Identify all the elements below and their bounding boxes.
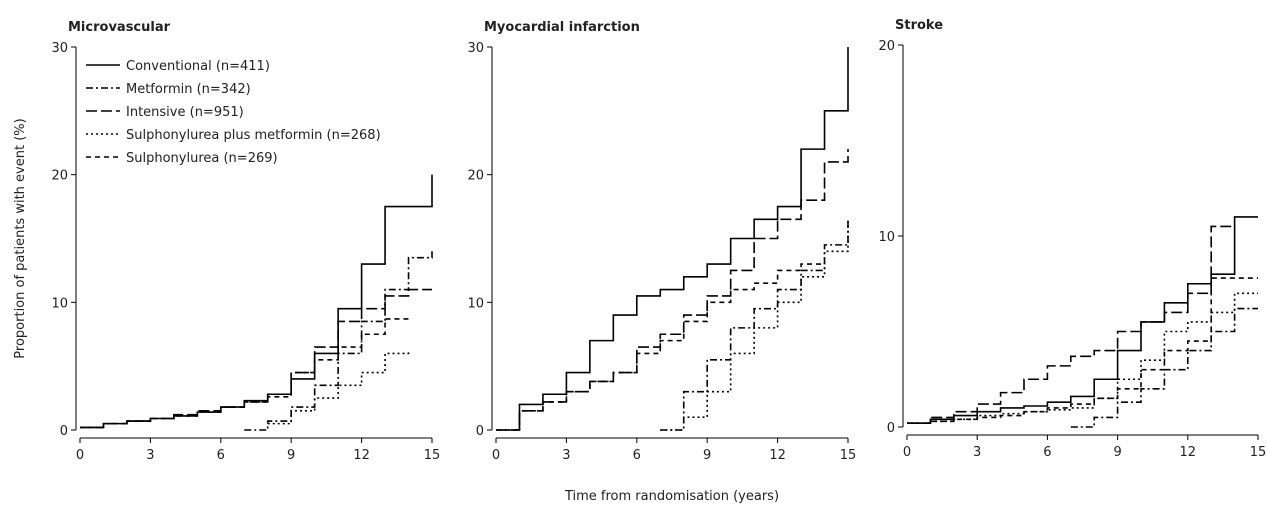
x-tick-label: 0 <box>492 448 500 463</box>
x-tick-label: 3 <box>562 448 570 463</box>
survival-curve <box>660 219 849 431</box>
x-tick-label: 0 <box>903 445 911 460</box>
survival-curve <box>267 349 410 425</box>
x-tick-label: 6 <box>633 448 641 463</box>
y-tick-label: 0 <box>887 421 895 436</box>
x-tick-label: 9 <box>703 448 711 463</box>
survival-curve <box>907 277 1258 424</box>
survival-curve <box>907 292 1258 424</box>
y-tick-label: 10 <box>51 296 68 311</box>
x-tick-label: 0 <box>76 448 84 463</box>
y-tick-label: 30 <box>467 41 484 56</box>
x-tick-label: 6 <box>1043 445 1051 460</box>
y-tick-label: 0 <box>476 424 484 439</box>
x-tick-label: 15 <box>840 448 857 463</box>
x-tick-label: 12 <box>1180 445 1197 460</box>
x-tick-label: 15 <box>1250 445 1267 460</box>
y-tick-label: 0 <box>60 424 68 439</box>
y-tick-label: 10 <box>878 230 895 245</box>
y-tick-label: 20 <box>51 169 68 184</box>
x-axis-label: Time from randomisation (years) <box>564 489 779 504</box>
y-tick-label: 30 <box>51 41 68 56</box>
survival-curve <box>496 149 849 431</box>
y-tick-label: 20 <box>467 169 484 184</box>
y-axis-label: Proportion of patients with event (%) <box>13 118 28 358</box>
x-tick-label: 9 <box>287 448 295 463</box>
x-tick-label: 12 <box>769 448 786 463</box>
y-tick-label: 10 <box>467 296 484 311</box>
x-tick-label: 3 <box>973 445 981 460</box>
survival-curve <box>80 288 432 429</box>
legend-label: Sulphonylurea (n=269) <box>126 151 278 166</box>
survival-curve <box>244 251 433 431</box>
legend-label: Conventional (n=411) <box>126 59 270 74</box>
survival-curve <box>907 225 1235 424</box>
x-tick-label: 6 <box>217 448 225 463</box>
panel-title: Myocardial infarction <box>484 20 640 35</box>
survival-curve <box>1070 307 1258 428</box>
legend-label: Metformin (n=342) <box>126 82 251 97</box>
y-tick-label: 20 <box>878 39 895 54</box>
x-tick-label: 3 <box>146 448 154 463</box>
x-tick-label: 12 <box>353 448 370 463</box>
legend-label: Sulphonylurea plus metformin (n=268) <box>126 128 381 143</box>
x-tick-label: 9 <box>1113 445 1121 460</box>
panel-title: Microvascular <box>68 20 171 35</box>
survival-curve <box>80 318 409 429</box>
survival-curve <box>496 47 849 431</box>
panel-title: Stroke <box>895 18 943 33</box>
survival-curve <box>907 216 1258 424</box>
x-tick-label: 15 <box>424 448 441 463</box>
legend-label: Intensive (n=951) <box>126 105 244 120</box>
survival-curve <box>660 219 849 431</box>
survival-curve <box>496 263 825 431</box>
survival-curve <box>80 174 433 429</box>
